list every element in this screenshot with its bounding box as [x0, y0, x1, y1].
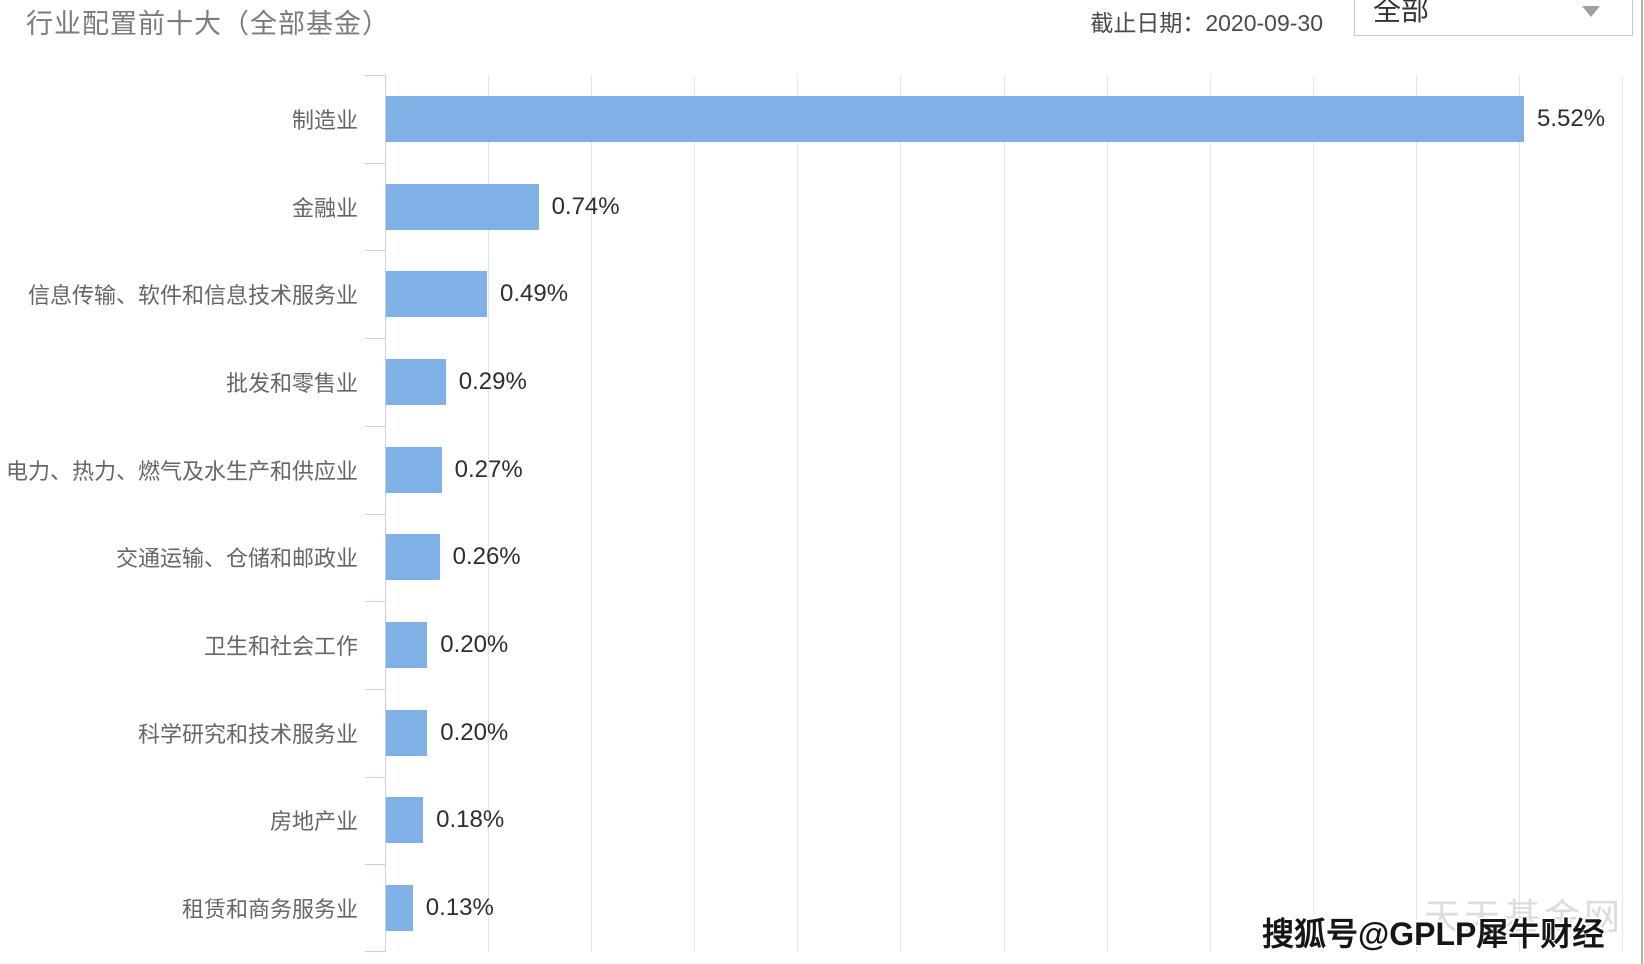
value-label: 0.29% — [458, 367, 527, 395]
y-axis-tick — [365, 688, 385, 690]
y-axis-tick — [365, 776, 385, 778]
y-axis-tick — [365, 513, 385, 515]
category-label: 信息传输、软件和信息技术服务业 — [27, 283, 358, 309]
value-label: 0.49% — [500, 280, 569, 308]
gridline — [1209, 75, 1211, 952]
value-label: 0.18% — [436, 806, 505, 834]
bar-row: 租赁和商务服务业 0.13% — [0, 864, 1644, 952]
gridline — [694, 75, 696, 952]
category-label: 房地产业 — [269, 809, 358, 835]
plot-area: 制造业 5.52% 金融业 0.74% 信息传输、软件和信息技术服务业 0.49… — [0, 75, 1644, 952]
category-label: 科学研究和技术服务业 — [137, 721, 358, 747]
gridline — [488, 75, 490, 952]
bar[interactable] — [386, 797, 424, 844]
category-label: 租赁和商务服务业 — [181, 897, 358, 923]
y-axis-tick — [365, 425, 385, 427]
page-title: 行业配置前十大（全部基金） — [26, 9, 390, 39]
bar[interactable] — [386, 709, 428, 756]
bar-row: 信息传输、软件和信息技术服务业 0.49% — [0, 250, 1644, 338]
watermark-site: 天天基金网 — [1424, 896, 1625, 937]
watermark-source: 搜狐号@GPLP犀牛财经 — [1262, 916, 1605, 952]
gridline — [1312, 75, 1314, 952]
category-label: 批发和零售业 — [225, 370, 358, 396]
bar-row: 交通运输、仓储和邮政业 0.26% — [0, 514, 1644, 602]
gridline — [1415, 75, 1417, 952]
value-label: 0.20% — [440, 718, 509, 746]
bar[interactable] — [386, 622, 428, 669]
bar[interactable] — [386, 885, 413, 932]
value-label: 5.52% — [1537, 104, 1606, 132]
dropdown-selected-value: 全部 — [1373, 0, 1430, 26]
bar[interactable] — [386, 271, 488, 318]
gridline — [1106, 75, 1108, 952]
y-axis-tick — [365, 338, 385, 340]
category-label: 卫生和社会工作 — [203, 634, 358, 660]
y-axis-tick — [365, 75, 385, 76]
value-label: 0.20% — [440, 631, 509, 659]
value-label: 0.27% — [454, 455, 523, 483]
gridline — [1518, 75, 1520, 952]
bar-row: 金融业 0.74% — [0, 163, 1644, 251]
value-label: 0.13% — [425, 894, 494, 922]
cutoff-date-label: 截止日期：2020-09-30 — [1090, 10, 1323, 36]
bar[interactable] — [386, 183, 539, 230]
y-axis-tick — [365, 951, 385, 952]
y-axis-line — [385, 75, 386, 952]
y-axis-tick — [365, 601, 385, 603]
chevron-down-icon — [1582, 6, 1600, 17]
bar-row: 房地产业 0.18% — [0, 777, 1644, 865]
category-label: 金融业 — [291, 195, 358, 221]
gridline — [591, 75, 593, 952]
gridline — [797, 75, 799, 952]
value-label: 0.26% — [452, 543, 521, 571]
bar[interactable] — [386, 358, 446, 405]
bar-row: 卫生和社会工作 0.20% — [0, 601, 1644, 689]
value-label: 0.74% — [551, 192, 620, 220]
gridline — [1622, 75, 1623, 952]
category-label: 电力、热力、燃气及水生产和供应业 — [5, 458, 358, 484]
fund-type-dropdown[interactable]: 全部 — [1354, 0, 1633, 36]
bar-row: 电力、热力、燃气及水生产和供应业 0.27% — [0, 426, 1644, 514]
bar[interactable] — [386, 534, 440, 581]
y-axis-tick — [365, 864, 385, 866]
bar-row: 制造业 5.52% — [0, 75, 1644, 163]
category-label: 制造业 — [291, 107, 358, 133]
y-axis-tick — [365, 250, 385, 252]
bar-row: 科学研究和技术服务业 0.20% — [0, 689, 1644, 777]
gridline — [900, 75, 902, 952]
gridline — [1003, 75, 1005, 952]
category-label: 交通运输、仓储和邮政业 — [115, 546, 358, 572]
page-right-border — [1641, 0, 1643, 964]
bar[interactable] — [386, 446, 442, 493]
bar[interactable] — [386, 95, 1525, 142]
y-axis-tick — [365, 162, 385, 164]
bar-row: 批发和零售业 0.29% — [0, 338, 1644, 426]
